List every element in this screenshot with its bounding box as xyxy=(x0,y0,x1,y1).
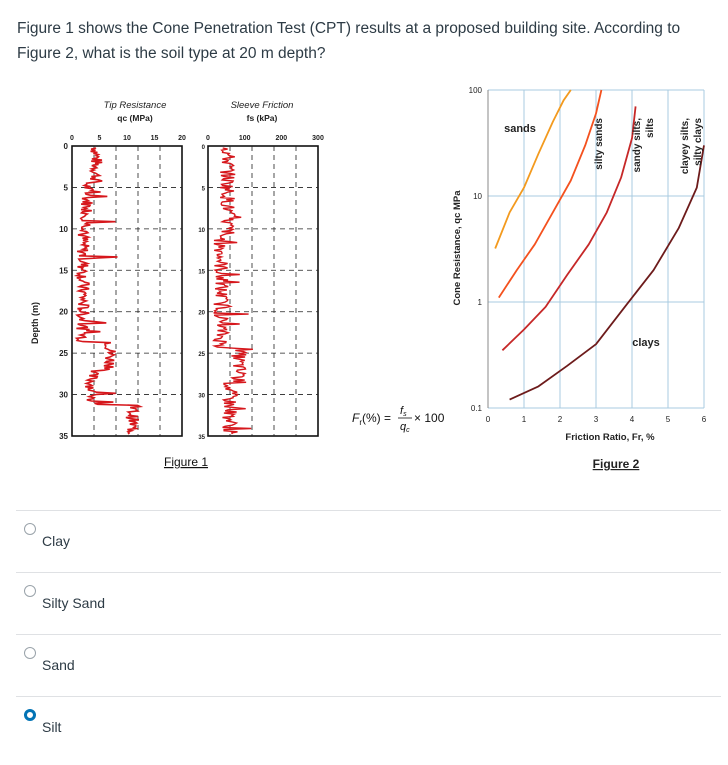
depth-ticks-right: 0 5 10 15 20 25 30 35 xyxy=(198,145,205,441)
depth-tick-label: 5 xyxy=(202,186,206,192)
depth-tick-label: 10 xyxy=(198,228,205,234)
sleeve-tick-label: 200 xyxy=(275,135,287,142)
figure-1-cpt-log: Depth (m) Tip Resistance qc (MPa) Sleeve… xyxy=(30,100,324,469)
choice-label: Silty Sand xyxy=(42,595,106,611)
formula-mid: (%) = xyxy=(362,411,391,425)
boundary-curve xyxy=(494,89,572,249)
figure-2-x-axis-label: Friction Ratio, Fr, % xyxy=(565,432,655,443)
sleeve-friction-panel xyxy=(207,145,319,437)
zone-label: clayey silts, silty clays xyxy=(680,118,704,175)
x-tick-label: 4 xyxy=(630,415,635,424)
zone-label: sands xyxy=(504,123,536,135)
figure-2-boundary-curves xyxy=(494,89,705,401)
depth-tick-label: 15 xyxy=(198,269,205,275)
boundary-curve xyxy=(501,106,637,351)
radio-clay[interactable] xyxy=(24,523,36,535)
choice-silty-sand[interactable]: Silty Sand xyxy=(16,572,721,635)
figure-2-zone-labels: sands silty sands sandy silts, silts clayey … xyxy=(504,118,704,349)
figure-1-grid xyxy=(72,146,318,436)
formula-lhs-sub: r xyxy=(359,418,362,427)
depth-tick-label: 25 xyxy=(59,349,68,358)
depth-tick-label: 25 xyxy=(198,352,205,358)
tip-tick-label: 5 xyxy=(98,135,102,142)
choice-label: Clay xyxy=(42,533,71,549)
y-tick-label: 100 xyxy=(469,86,483,95)
tip-tick-label: 15 xyxy=(151,135,159,142)
figure-2-grid xyxy=(487,89,705,409)
radio-sand[interactable] xyxy=(24,647,36,659)
depth-tick-label: 0 xyxy=(64,142,69,151)
radio-silty-sand[interactable] xyxy=(24,585,36,597)
depth-tick-label: 35 xyxy=(198,435,205,441)
tip-resistance-title: Tip Resistance xyxy=(104,100,167,111)
x-tick-label: 6 xyxy=(702,415,707,424)
figure-area: Depth (m) Tip Resistance qc (MPa) Sleeve… xyxy=(0,78,728,498)
depth-axis-label: Depth (m) xyxy=(30,302,40,344)
tip-resistance-unit: qc (MPa) xyxy=(117,113,153,123)
y-tick-label: 1 xyxy=(478,298,483,307)
figure-2-caption: Figure 2 xyxy=(593,457,640,471)
depth-tick-label: 15 xyxy=(59,266,68,275)
sleeve-friction-title: Sleeve Friction xyxy=(231,100,294,111)
sleeve-tick-label: 100 xyxy=(239,135,251,142)
depth-tick-label: 30 xyxy=(59,391,68,400)
sleeve-tick-label: 0 xyxy=(206,135,210,142)
svg-text:Fr(%) =: Fr(%) = xyxy=(352,411,391,427)
friction-ratio-formula: Fr(%) = fs qc × 100 xyxy=(352,405,445,434)
question-text: Figure 1 shows the Cone Penetration Test… xyxy=(17,20,681,62)
formula-denominator-sub: c xyxy=(406,427,410,434)
tip-axis-ticks: 0 5 10 15 20 xyxy=(70,135,186,142)
depth-ticks-left: 0 5 10 15 20 25 30 35 xyxy=(59,142,68,441)
choice-label: Silt xyxy=(42,719,62,735)
sleeve-friction-unit: fs (kPa) xyxy=(247,113,278,123)
y-tick-label: 0.1 xyxy=(471,404,483,413)
x-tick-label: 2 xyxy=(558,415,563,424)
figure-2-y-axis-label: Cone Resistance, qc MPa xyxy=(452,190,463,306)
formula-numerator-sub: s xyxy=(403,411,407,418)
zone-label: sandy silts, silts xyxy=(632,118,656,173)
depth-tick-label: 30 xyxy=(198,394,205,400)
svg-text:qc: qc xyxy=(400,421,410,434)
tip-tick-label: 0 xyxy=(70,135,74,142)
choice-silt[interactable]: Silt xyxy=(16,696,721,759)
x-tick-label: 5 xyxy=(666,415,671,424)
boundary-curve xyxy=(498,89,603,299)
sleeve-axis-ticks: 0 100 200 300 xyxy=(206,135,324,142)
radio-silt[interactable] xyxy=(24,709,36,721)
zone-label: silty sands xyxy=(594,118,605,170)
formula-lhs: F xyxy=(352,411,360,425)
tip-tick-label: 20 xyxy=(178,135,186,142)
boundary-curve xyxy=(509,145,705,401)
depth-tick-label: 10 xyxy=(59,225,68,234)
depth-tick-label: 20 xyxy=(198,311,205,317)
depth-tick-label: 20 xyxy=(59,308,68,317)
figure-2-x-ticks: 0 1 2 3 4 5 6 xyxy=(486,415,707,424)
svg-text:fs: fs xyxy=(400,405,407,418)
tip-resistance-trace xyxy=(73,147,144,435)
formula-denominator: q xyxy=(400,421,407,433)
tip-resistance-panel xyxy=(71,145,183,437)
x-tick-label: 0 xyxy=(486,415,491,424)
depth-tick-label: 5 xyxy=(64,183,69,192)
figure-2-y-ticks: 0.1 1 10 100 xyxy=(469,86,483,413)
formula-rhs: × 100 xyxy=(414,411,445,425)
depth-tick-label: 35 xyxy=(59,432,68,441)
choice-label: Sand xyxy=(42,657,75,673)
sleeve-tick-label: 300 xyxy=(312,135,324,142)
choice-clay[interactable]: Clay xyxy=(16,510,721,573)
tip-tick-label: 10 xyxy=(123,135,131,142)
depth-tick-label: 0 xyxy=(202,145,206,151)
y-tick-label: 10 xyxy=(473,192,482,201)
sleeve-friction-trace xyxy=(211,147,253,435)
choice-sand[interactable]: Sand xyxy=(16,634,721,697)
figure-1-caption: Figure 1 xyxy=(164,455,208,469)
x-tick-label: 3 xyxy=(594,415,599,424)
zone-label: clays xyxy=(632,337,660,349)
x-tick-label: 1 xyxy=(522,415,527,424)
formula-numerator: f xyxy=(400,405,404,417)
figure-2-soil-classification-chart: Cone Resistance, qc MPa 0.1 1 10 100 0 1 2 3 4 5… xyxy=(452,86,707,471)
